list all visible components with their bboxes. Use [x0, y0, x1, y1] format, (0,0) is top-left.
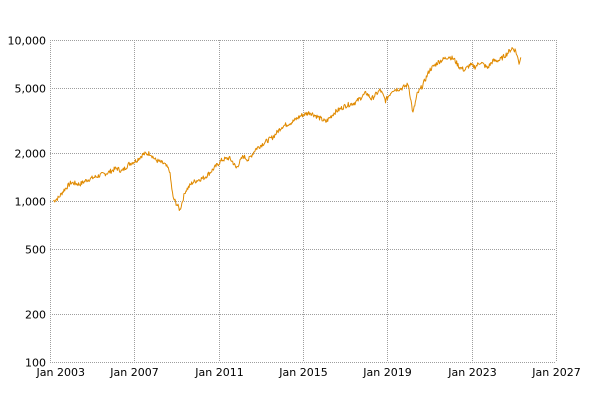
- y-tick-label-2: 500: [25, 244, 46, 257]
- x-tick-label-4: Jan 2019: [362, 366, 411, 379]
- y-tick-label-4: 2,000: [15, 148, 47, 161]
- x-tick-label-6: Jan 2027: [531, 366, 580, 379]
- x-tick-label-5: Jan 2023: [447, 366, 496, 379]
- series-group: [53, 47, 522, 211]
- y-tick-label-1: 200: [25, 309, 46, 322]
- x-tick-label-0: Jan 2003: [36, 366, 85, 379]
- x-axis-labels: Jan 2003 Jan 2007 Jan 2011 Jan 2015 Jan 2019…: [36, 366, 581, 379]
- y-axis-labels: 100 200 500 1,000 2,000 5,000 10,000: [8, 35, 47, 370]
- y-tick-label-0: 100: [25, 357, 46, 370]
- series-line-0: [53, 47, 522, 211]
- y-tick-label-5: 5,000: [15, 83, 47, 96]
- y-tick-label-6: 10,000: [8, 35, 47, 48]
- x-tick-label-3: Jan 2015: [278, 366, 327, 379]
- y-tick-label-3: 1,000: [15, 196, 47, 209]
- x-tick-label-1: Jan 2007: [109, 366, 158, 379]
- x-tick-label-2: Jan 2011: [194, 366, 243, 379]
- grid-lines: [50, 40, 557, 363]
